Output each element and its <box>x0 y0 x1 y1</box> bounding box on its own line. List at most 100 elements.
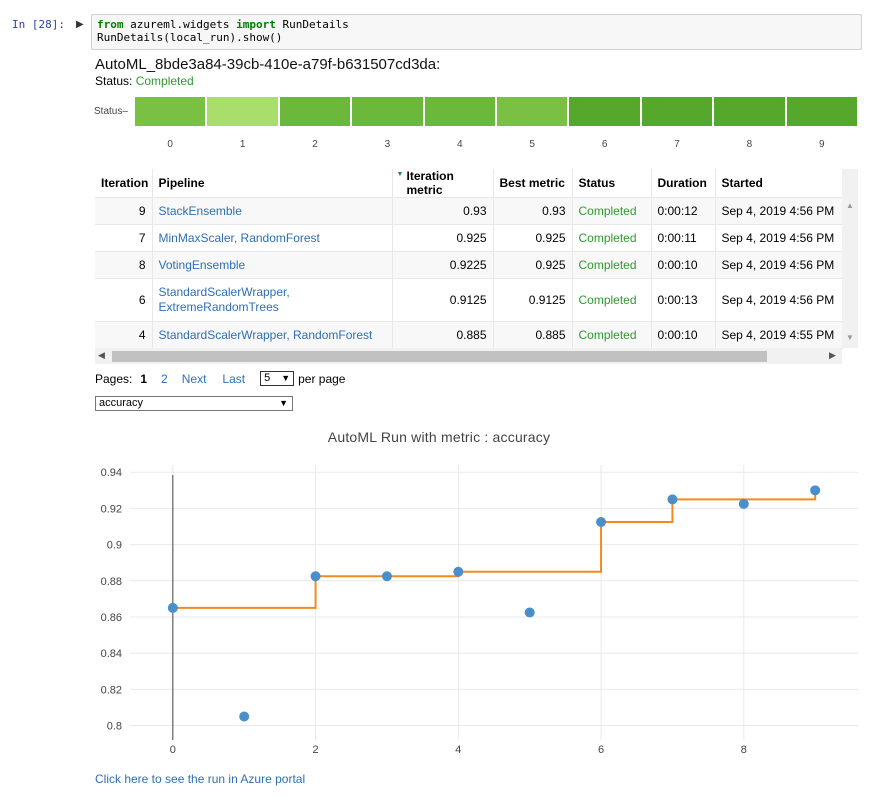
cell-status: Completed <box>572 278 652 322</box>
header-duration[interactable]: Duration <box>651 169 716 198</box>
status-segment-4[interactable] <box>424 97 496 126</box>
status-tick-label: 3 <box>384 139 391 150</box>
status-segment-6[interactable] <box>569 97 640 126</box>
iterations-table-panel: Iteration Pipeline ▼ Iteration metric Bes… <box>95 169 858 364</box>
status-tick-label: 7 <box>674 139 680 150</box>
status-tick-label: 2 <box>312 139 318 150</box>
status-segment-0[interactable] <box>135 97 206 126</box>
header-iteration-metric[interactable]: ▼ Iteration metric <box>392 169 494 198</box>
cell-best-metric: 0.9125 <box>493 278 573 322</box>
cell-started: Sep 4, 2019 4:55 PM <box>715 321 843 349</box>
last-page-link[interactable]: Last <box>222 371 246 386</box>
status-segment-7[interactable] <box>641 97 713 126</box>
cell-pipeline[interactable]: StackEnsemble <box>152 197 393 225</box>
status-tick-label: 9 <box>819 139 825 150</box>
page-1[interactable]: 1 <box>140 371 148 386</box>
status-segment-2[interactable] <box>279 97 351 126</box>
cell-prompt: In [28]: <box>12 18 65 31</box>
header-pipeline[interactable]: Pipeline <box>152 169 393 198</box>
scroll-thumb[interactable] <box>112 351 767 362</box>
x-tick-label: 0 <box>170 744 176 756</box>
y-tick-label: 0.88 <box>101 576 122 588</box>
data-point <box>239 711 250 722</box>
cell-started: Sep 4, 2019 4:56 PM <box>715 224 843 252</box>
status-segment-3[interactable] <box>352 97 423 126</box>
status-tick-label: 1 <box>239 139 246 150</box>
status-tick-label: 8 <box>746 139 753 150</box>
status-segment-5[interactable] <box>497 97 568 126</box>
header-iteration[interactable]: Iteration <box>95 169 153 198</box>
data-point <box>667 494 678 505</box>
cell-iteration-metric: 0.9225 <box>392 251 494 279</box>
cell-best-metric: 0.885 <box>493 321 573 349</box>
scroll-up-icon[interactable]: ▲ <box>846 201 854 210</box>
code-keyword-from: from <box>97 18 124 31</box>
cell-best-metric: 0.93 <box>493 197 573 225</box>
cell-iteration: 4 <box>95 321 153 349</box>
run-status: Status: Completed <box>95 74 194 88</box>
table-vertical-scrollbar[interactable]: ▲ ▼ <box>842 169 858 348</box>
cell-pipeline[interactable]: MinMaxScaler, RandomForest <box>152 224 393 252</box>
metric-select[interactable]: accuracy ▼ <box>95 396 293 411</box>
status-segment-9[interactable] <box>786 97 858 126</box>
cell-pipeline[interactable]: VotingEnsemble <box>152 251 393 279</box>
cell-pipeline[interactable]: StandardScalerWrapper, RandomForest <box>152 321 393 349</box>
table-row[interactable]: 4 StandardScalerWrapper, RandomForest 0.88… <box>95 321 843 349</box>
x-tick-label: 2 <box>313 744 319 756</box>
status-tick-label: 5 <box>529 139 535 150</box>
code-cell[interactable]: from azureml.widgets import RunDetails R… <box>91 14 862 50</box>
run-title: AutoML_8bde3a84-39cb-410e-a79f-b631507cd… <box>95 56 441 73</box>
next-page-link[interactable]: Next <box>181 371 207 386</box>
y-tick-label: 0.86 <box>101 612 122 624</box>
code-line-2: RunDetails(local_run).show() <box>97 31 283 44</box>
table-row[interactable]: 6 StandardScalerWrapper, ExtremeRandomTree… <box>95 278 843 322</box>
cell-iteration: 8 <box>95 251 153 279</box>
cell-pipeline[interactable]: StandardScalerWrapper, ExtremeRandomTrees <box>152 278 393 322</box>
header-best-metric[interactable]: Best metric <box>493 169 573 198</box>
chart-title: AutoML Run with metric : accuracy <box>327 429 551 445</box>
table-row[interactable]: 9 StackEnsemble 0.93 0.93 Completed 0:00:12 Se… <box>95 197 843 225</box>
scroll-left-icon[interactable]: ◀ <box>98 350 105 360</box>
cell-duration: 0:00:12 <box>651 197 716 225</box>
header-started[interactable]: Started <box>715 169 843 198</box>
cell-started: Sep 4, 2019 4:56 PM <box>715 197 843 225</box>
cell-iteration-metric: 0.93 <box>392 197 494 225</box>
data-point <box>738 498 749 509</box>
cell-best-metric: 0.925 <box>493 251 573 279</box>
iterations-table: Iteration Pipeline ▼ Iteration metric Bes… <box>95 169 843 349</box>
cell-status: Completed <box>572 224 652 252</box>
cell-iteration-metric: 0.925 <box>392 224 494 252</box>
per-page-select[interactable]: 5 ▼ <box>260 371 295 386</box>
table-row[interactable]: 8 VotingEnsemble 0.9225 0.925 Completed 0:00:… <box>95 251 843 279</box>
header-status[interactable]: Status <box>572 169 652 198</box>
chevron-down-icon: ▼ <box>281 373 291 383</box>
scroll-right-icon[interactable]: ▶ <box>829 350 836 360</box>
data-point <box>167 602 178 613</box>
data-point <box>810 485 821 496</box>
cell-duration: 0:00:10 <box>651 251 716 279</box>
best-metric-line <box>172 490 817 609</box>
cell-started: Sep 4, 2019 4:56 PM <box>715 251 843 279</box>
pagination: Pages: 1 2 Next Last 5 ▼ per page <box>95 371 345 386</box>
table-row[interactable]: 7 MinMaxScaler, RandomForest 0.925 0.925 Com… <box>95 224 843 252</box>
azure-portal-link[interactable]: Click here to see the run in Azure porta… <box>95 772 306 786</box>
cell-iteration-metric: 0.885 <box>392 321 494 349</box>
cell-iteration: 6 <box>95 278 153 322</box>
status-segment-8[interactable] <box>714 97 785 126</box>
cell-iteration: 9 <box>95 197 153 225</box>
table-horizontal-scrollbar[interactable]: ◀ ▶ <box>95 348 842 364</box>
run-cell-icon[interactable]: ▶​ <box>76 19 84 30</box>
y-tick-label: 0.84 <box>101 648 122 660</box>
cell-status: Completed <box>572 321 652 349</box>
scroll-down-icon[interactable]: ▼ <box>846 333 854 342</box>
x-tick-label: 4 <box>455 744 461 756</box>
page-2-link[interactable]: 2 <box>161 371 168 386</box>
data-point <box>453 566 464 577</box>
x-tick-label: 6 <box>598 744 604 756</box>
status-segment-1[interactable] <box>207 97 278 126</box>
chevron-down-icon: ▼ <box>279 398 288 408</box>
data-point <box>381 571 392 582</box>
cell-started: Sep 4, 2019 4:56 PM <box>715 278 843 322</box>
cell-duration: 0:00:10 <box>651 321 716 349</box>
per-page-label: per page <box>298 371 346 386</box>
